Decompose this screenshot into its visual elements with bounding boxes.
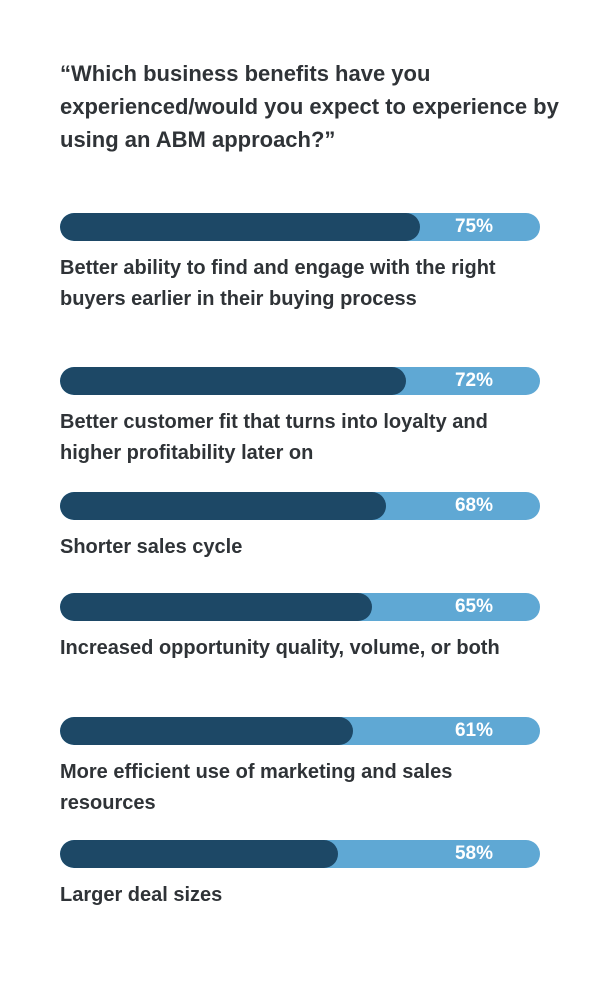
bar-track: 58% xyxy=(60,840,540,868)
bar-category-label: Better ability to find and engage with t… xyxy=(60,257,496,310)
bar-track: 68% xyxy=(60,492,540,520)
bar-item-6: 58% Larger deal sizes xyxy=(60,840,550,911)
bar-category-label: Shorter sales cycle xyxy=(60,536,243,558)
bar-item-1: 75% Better ability to find and engage wi… xyxy=(60,213,550,315)
bar-value-label: 65% xyxy=(454,596,493,617)
bar-item-5: 61% More efficient use of marketing and … xyxy=(60,717,550,819)
bar-fill xyxy=(60,593,372,621)
bar-item-3: 68% Shorter sales cycle xyxy=(60,492,550,563)
bar-fill xyxy=(60,367,406,395)
bar-category-label: Larger deal sizes xyxy=(60,884,223,906)
bar-value-label: 58% xyxy=(454,843,493,864)
bar-item-2: 72% Better customer fit that turns into … xyxy=(60,367,550,469)
bar-track: 72% xyxy=(60,367,540,395)
bar-value-label: 75% xyxy=(454,216,493,237)
bar-category-label: Better customer fit that turns into loya… xyxy=(60,411,488,464)
bar-category-label: Increased opportunity quality, volume, o… xyxy=(60,637,500,659)
bar-value-label: 68% xyxy=(454,495,493,516)
bar-fill xyxy=(60,840,339,868)
bar-track: 61% xyxy=(60,717,540,745)
bar-item-4: 65% Increased opportunity quality, volum… xyxy=(60,593,550,664)
chart-title: “Which business benefits have you experi… xyxy=(60,61,559,152)
bar-category-label: More efficient use of marketing and sale… xyxy=(60,761,453,814)
bar-value-label: 72% xyxy=(454,370,493,391)
bar-fill xyxy=(60,717,353,745)
bar-fill xyxy=(60,492,387,520)
bar-track: 75% xyxy=(60,213,540,241)
bar-value-label: 61% xyxy=(454,720,493,741)
bar-track: 65% xyxy=(60,593,540,621)
bar-fill xyxy=(60,213,420,241)
